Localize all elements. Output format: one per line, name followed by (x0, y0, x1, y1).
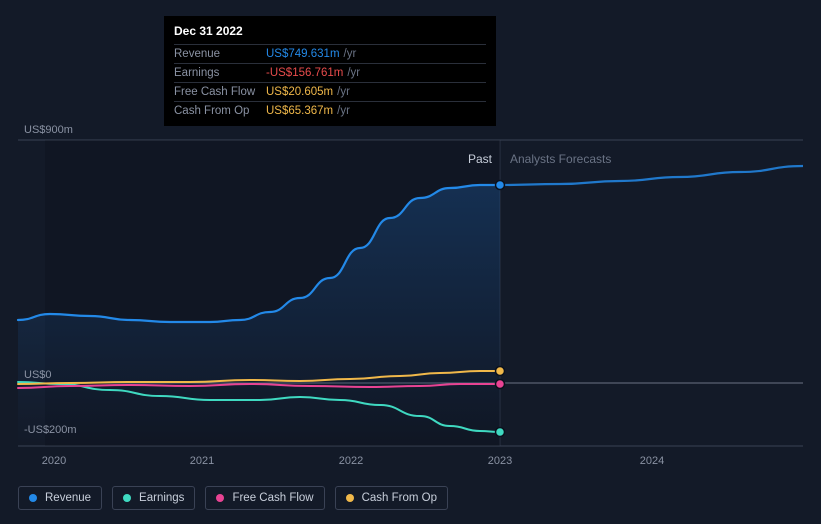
forecast-section-label: Analysts Forecasts (510, 152, 611, 166)
chart-legend: Revenue Earnings Free Cash Flow Cash From O… (18, 486, 448, 510)
y-tick-label: -US$200m (24, 424, 77, 436)
tooltip-row-label: Revenue (174, 48, 266, 60)
legend-item-label: Cash From Op (362, 492, 437, 504)
tooltip-row-unit: /yr (344, 48, 357, 60)
legend-item[interactable]: Free Cash Flow (205, 486, 324, 510)
tooltip-row-unit: /yr (337, 86, 350, 98)
tooltip-row-value: -US$156.761m (266, 67, 343, 79)
legend-item-label: Revenue (45, 492, 91, 504)
tooltip-row: Cash From OpUS$65.367m/yr (174, 101, 486, 120)
x-tick-label: 2022 (339, 455, 363, 467)
tooltip-date: Dec 31 2022 (174, 24, 486, 44)
tooltip-row: RevenueUS$749.631m/yr (174, 44, 486, 63)
tooltip-row-label: Cash From Op (174, 105, 266, 117)
chart-tooltip: Dec 31 2022 RevenueUS$749.631m/yrEarning… (164, 16, 496, 126)
tooltip-row-value: US$749.631m (266, 48, 340, 60)
tooltip-row-value: US$20.605m (266, 86, 333, 98)
x-tick-label: 2024 (640, 455, 664, 467)
y-tick-label: US$0 (24, 369, 52, 381)
legend-item-label: Earnings (139, 492, 184, 504)
legend-dot-icon (216, 494, 224, 502)
tooltip-row: Free Cash FlowUS$20.605m/yr (174, 82, 486, 101)
financials-chart: US$900m US$0 -US$200m 2020 2021 2022 2023 2024… (0, 0, 821, 524)
legend-item[interactable]: Cash From Op (335, 486, 448, 510)
legend-item[interactable]: Earnings (112, 486, 195, 510)
tooltip-row-label: Free Cash Flow (174, 86, 266, 98)
tooltip-row-value: US$65.367m (266, 105, 333, 117)
legend-dot-icon (123, 494, 131, 502)
legend-item[interactable]: Revenue (18, 486, 102, 510)
x-tick-label: 2020 (42, 455, 66, 467)
tooltip-row: Earnings-US$156.761m/yr (174, 63, 486, 82)
legend-item-label: Free Cash Flow (232, 492, 313, 504)
past-section-label: Past (468, 152, 492, 166)
tooltip-row-unit: /yr (347, 67, 360, 79)
x-tick-label: 2023 (488, 455, 512, 467)
legend-dot-icon (346, 494, 354, 502)
legend-dot-icon (29, 494, 37, 502)
y-tick-label: US$900m (24, 124, 73, 136)
tooltip-row-label: Earnings (174, 67, 266, 79)
x-tick-label: 2021 (190, 455, 214, 467)
tooltip-row-unit: /yr (337, 105, 350, 117)
